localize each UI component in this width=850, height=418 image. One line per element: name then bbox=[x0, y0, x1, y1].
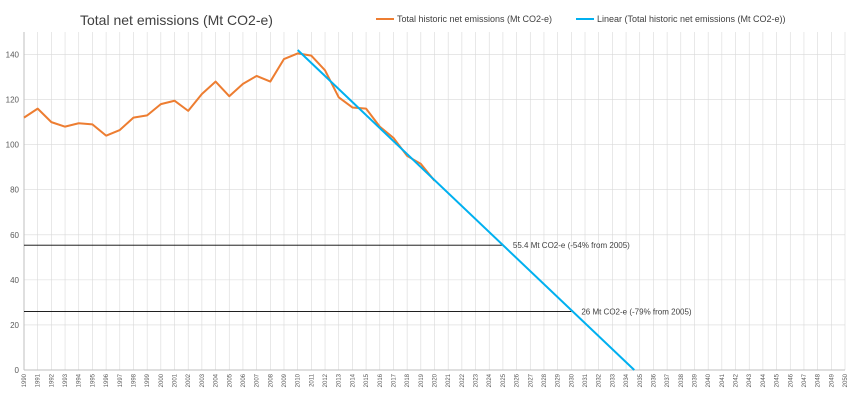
x-tick-label: 1992 bbox=[49, 373, 55, 387]
x-tick-label: 2043 bbox=[747, 373, 753, 387]
x-axis-ticks: 1990 1991 1992 1993 1994 1995 1996 1997 1998 1999… bbox=[22, 373, 849, 387]
x-tick-label: 1993 bbox=[63, 373, 69, 387]
x-tick-label: 1996 bbox=[104, 373, 110, 387]
x-tick-label: 2045 bbox=[775, 373, 781, 387]
x-tick-label: 2007 bbox=[255, 373, 261, 387]
x-tick-label: 2035 bbox=[638, 373, 644, 387]
x-tick-label: 1995 bbox=[90, 373, 96, 387]
legend: Total historic net emissions (Mt CO2-e) … bbox=[376, 14, 786, 24]
axes bbox=[23, 32, 845, 371]
x-tick-label: 2048 bbox=[816, 373, 822, 387]
x-tick-label: 2038 bbox=[679, 373, 685, 387]
reference-label-0: 55.4 Mt CO2-e (-54% from 2005) bbox=[513, 241, 630, 250]
x-tick-label: 2030 bbox=[569, 373, 575, 387]
x-tick-label: 2020 bbox=[433, 373, 439, 387]
x-tick-label: 2006 bbox=[241, 373, 247, 387]
x-tick-label: 1991 bbox=[36, 373, 42, 387]
x-tick-label: 2013 bbox=[337, 373, 343, 387]
y-tick-label: 100 bbox=[6, 141, 20, 150]
x-tick-label: 2011 bbox=[309, 373, 315, 387]
y-tick-label: 120 bbox=[6, 96, 20, 105]
x-tick-label: 2027 bbox=[528, 373, 534, 387]
x-tick-label: 2022 bbox=[460, 373, 466, 387]
x-tick-label: 2028 bbox=[542, 373, 548, 387]
historic-emissions-line bbox=[23, 52, 436, 182]
x-tick-label: 2044 bbox=[761, 373, 767, 387]
x-tick-label: 1994 bbox=[77, 373, 83, 387]
reference-lines: 55.4 Mt CO2-e (-54% from 2005) 26 Mt CO2-… bbox=[24, 241, 692, 316]
x-tick-label: 2031 bbox=[583, 373, 589, 387]
x-tick-label: 2003 bbox=[200, 373, 206, 387]
x-tick-label: 2034 bbox=[624, 373, 630, 387]
x-tick-label: 2042 bbox=[734, 373, 740, 387]
x-tick-label: 2024 bbox=[487, 373, 493, 387]
x-tick-label: 2039 bbox=[692, 373, 698, 387]
y-tick-label: 140 bbox=[6, 51, 20, 60]
x-tick-label: 2012 bbox=[323, 373, 329, 387]
x-tick-label: 2017 bbox=[391, 373, 397, 387]
y-tick-label: 40 bbox=[10, 276, 19, 285]
x-tick-label: 2021 bbox=[446, 373, 452, 387]
x-tick-label: 2002 bbox=[186, 373, 192, 387]
x-tick-label: 1999 bbox=[145, 373, 151, 387]
x-tick-label: 2010 bbox=[296, 373, 302, 387]
y-tick-label: 60 bbox=[10, 231, 19, 240]
x-tick-label: 2005 bbox=[227, 373, 233, 387]
x-tick-label: 2001 bbox=[173, 373, 179, 387]
x-tick-label: 1998 bbox=[131, 373, 137, 387]
chart-title: Total net emissions (Mt CO2-e) bbox=[80, 12, 273, 28]
series-lines bbox=[23, 49, 635, 371]
x-tick-label: 2036 bbox=[651, 373, 657, 387]
x-tick-label: 2049 bbox=[829, 373, 835, 387]
x-tick-label: 2033 bbox=[610, 373, 616, 387]
x-tick-label: 2008 bbox=[268, 373, 274, 387]
x-tick-label: 2041 bbox=[720, 373, 726, 387]
x-tick-label: 2046 bbox=[788, 373, 794, 387]
x-tick-label: 2004 bbox=[214, 373, 220, 387]
y-tick-label: 80 bbox=[10, 186, 19, 195]
x-tick-label: 1990 bbox=[22, 373, 28, 387]
x-tick-label: 1997 bbox=[118, 373, 124, 387]
x-tick-label: 2009 bbox=[282, 373, 288, 387]
reference-label-1: 26 Mt CO2-e (-79% from 2005) bbox=[581, 307, 692, 316]
x-tick-label: 2019 bbox=[419, 373, 425, 387]
y-axis-ticks: 0 20 40 60 80 100 120 140 bbox=[6, 51, 20, 375]
linear-trend-line bbox=[296, 49, 635, 371]
x-tick-label: 2025 bbox=[501, 373, 507, 387]
x-tick-label: 2015 bbox=[364, 373, 370, 387]
legend-label-historic: Total historic net emissions (Mt CO2-e) bbox=[397, 14, 552, 24]
x-tick-label: 2032 bbox=[597, 373, 603, 387]
x-tick-label: 2014 bbox=[350, 373, 356, 387]
x-tick-label: 2047 bbox=[802, 373, 808, 387]
gridlines bbox=[23, 32, 846, 371]
x-tick-label: 2040 bbox=[706, 373, 712, 387]
x-tick-label: 2023 bbox=[474, 373, 480, 387]
y-tick-label: 0 bbox=[15, 366, 20, 375]
x-tick-label: 2037 bbox=[665, 373, 671, 387]
legend-label-linear: Linear (Total historic net emissions (Mt… bbox=[597, 14, 786, 24]
x-tick-label: 2000 bbox=[159, 373, 165, 387]
x-tick-label: 2016 bbox=[378, 373, 384, 387]
y-tick-label: 20 bbox=[10, 321, 19, 330]
x-tick-label: 2026 bbox=[515, 373, 521, 387]
x-tick-label: 2050 bbox=[843, 373, 849, 387]
x-tick-label: 2018 bbox=[405, 373, 411, 387]
x-tick-label: 2029 bbox=[556, 373, 562, 387]
